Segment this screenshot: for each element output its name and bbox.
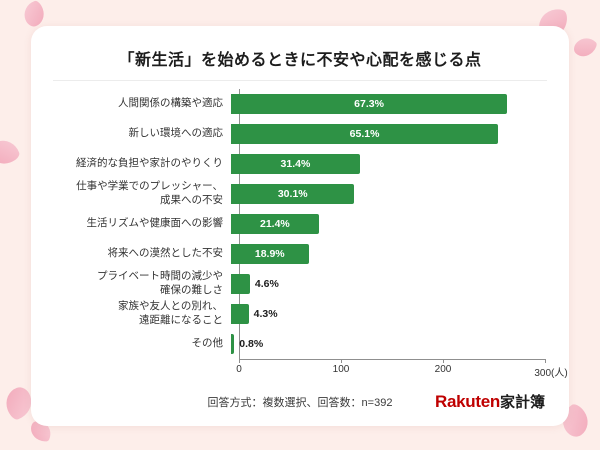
x-axis-tick <box>239 359 240 363</box>
x-axis: 0 100 200 300(人) <box>236 359 568 379</box>
category-label: 将来への漠然とした不安 <box>107 247 224 260</box>
bar-track: 31.4% <box>231 149 545 179</box>
bar-track: 65.1% <box>231 119 545 149</box>
chart-row: 生活リズムや健康面への影響 21.4% <box>53 209 547 239</box>
category-label: その他 <box>191 337 224 350</box>
bar-track: 4.6% <box>231 269 545 299</box>
x-axis-tick-label: 100 <box>332 364 350 375</box>
bar: 65.1% <box>231 124 499 144</box>
category-label: 人間関係の構築や適応 <box>118 97 223 110</box>
bar: 21.4% <box>231 214 319 234</box>
x-axis-tick <box>443 359 444 363</box>
chart-footer: 回答方式：複数選択、回答数：n=392 Rakuten家計簿 <box>53 390 547 414</box>
chart-card: 「新生活」を始めるときに不安や心配を感じる点 人間関係の構築や適応 67.3% … <box>31 26 569 426</box>
bar-track: 4.3% <box>231 299 545 329</box>
bar: 4.6% <box>231 274 279 294</box>
bar-value-label: 67.3% <box>354 98 384 110</box>
kakeibo-wordmark: 家計簿 <box>499 394 545 411</box>
category-label: 新しい環境への適応 <box>128 127 224 140</box>
bar-track: 21.4% <box>231 209 545 239</box>
chart-row: 将来への漠然とした不安 18.9% <box>53 239 547 269</box>
bar: 0.8% <box>231 334 263 354</box>
rakuten-kakeibo-logo: Rakuten家計簿 <box>435 391 545 412</box>
bar-value-label: 0.8% <box>239 338 264 350</box>
chart-title: 「新生活」を始めるときに不安や心配を感じる点 <box>53 40 547 81</box>
chart-row: その他 0.8% <box>53 329 547 359</box>
footer-note: 回答方式：複数選択、回答数：n=392 <box>207 397 393 409</box>
category-label: 経済的な負担や家計のやりくり <box>76 157 223 170</box>
bar-track: 67.3% <box>231 89 545 119</box>
category-label: 生活リズムや健康面への影響 <box>86 217 224 230</box>
bar-value-label: 30.1% <box>277 188 308 200</box>
sakura-petal-icon <box>20 0 48 29</box>
bar-value-label: 18.9% <box>254 248 285 260</box>
bar-rows: 人間関係の構築や適応 67.3% 新しい環境への適応 65.1% 経済的な負担や… <box>53 89 547 359</box>
bar-track: 0.8% <box>231 329 545 359</box>
category-label: 仕事や学業でのプレッシャー、 成果への不安 <box>76 180 223 206</box>
bar-track: 30.1% <box>231 179 545 209</box>
bar-value-label: 21.4% <box>260 218 290 230</box>
rakuten-wordmark: Rakuten <box>435 392 500 411</box>
bar-value-label: 4.6% <box>254 278 279 290</box>
chart-row: 新しい環境への適応 65.1% <box>53 119 547 149</box>
bar: 4.3% <box>231 304 278 324</box>
bar: 31.4% <box>231 154 360 174</box>
bar: 30.1% <box>231 184 355 204</box>
chart-row: 家族や友人との別れ、 遠距離になること 4.3% <box>53 299 547 329</box>
bar: 18.9% <box>231 244 309 264</box>
bar-value-label: 4.3% <box>253 308 278 320</box>
x-axis-tick-label: 200 <box>434 364 452 375</box>
sakura-petal-icon <box>0 135 22 169</box>
category-label: 家族や友人との別れ、 遠距離になること <box>118 300 223 326</box>
x-axis-tick <box>341 359 342 363</box>
sakura-petal-icon <box>570 32 600 62</box>
bar-chart: 人間関係の構築や適応 67.3% 新しい環境への適応 65.1% 経済的な負担や… <box>53 89 568 379</box>
x-axis-tick-label: 300(人) <box>534 368 568 379</box>
chart-row: プライベート時間の減少や 確保の難しさ 4.6% <box>53 269 547 299</box>
x-axis-tick-label: 0 <box>236 364 242 375</box>
chart-row: 経済的な負担や家計のやりくり 31.4% <box>53 149 547 179</box>
bar-track: 18.9% <box>231 239 545 269</box>
chart-row: 人間関係の構築や適応 67.3% <box>53 89 547 119</box>
category-label: プライベート時間の減少や 確保の難しさ <box>97 270 223 296</box>
bar: 67.3% <box>231 94 508 114</box>
bar-value-label: 31.4% <box>280 158 311 170</box>
x-axis-tick <box>545 359 546 363</box>
bar-value-label: 65.1% <box>349 128 380 140</box>
chart-row: 仕事や学業でのプレッシャー、 成果への不安 30.1% <box>53 179 547 209</box>
